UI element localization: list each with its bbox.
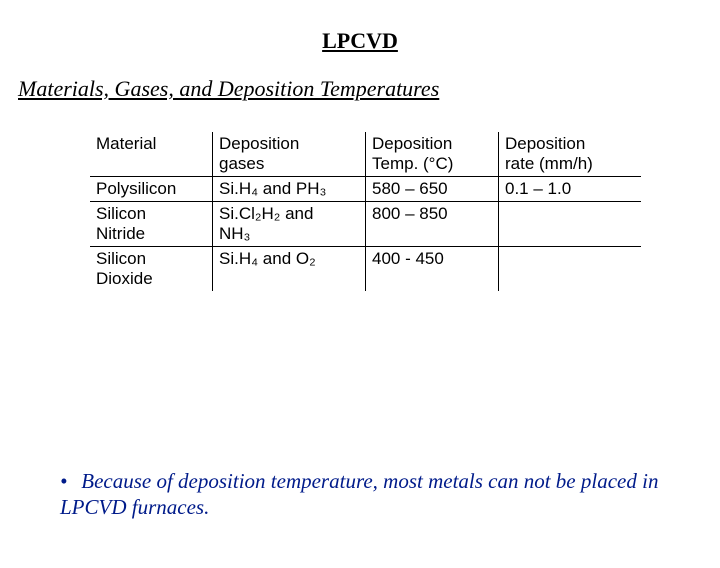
section-subtitle: Materials, Gases, and Deposition Tempera… bbox=[18, 76, 720, 102]
cell-gases: Si.H₄ and O₂ bbox=[213, 247, 366, 292]
data-table-container: Material Deposition gases Deposition Tem… bbox=[90, 132, 660, 291]
footnote: • Because of deposition temperature, mos… bbox=[60, 468, 660, 521]
header-text: Deposition bbox=[505, 134, 585, 153]
cell-text: Silicon bbox=[96, 249, 146, 268]
table-row: Polysilicon Si.H₄ and PH₃ 580 – 650 0.1 … bbox=[90, 177, 641, 202]
table-header-row: Material Deposition gases Deposition Tem… bbox=[90, 132, 641, 177]
header-text: Temp. (°C) bbox=[372, 154, 453, 173]
table-row: Silicon Nitride Si.Cl₂H₂ and NH₃ 800 – 8… bbox=[90, 202, 641, 247]
cell-text: Silicon bbox=[96, 204, 146, 223]
header-text: Deposition bbox=[219, 134, 299, 153]
col-header-gases: Deposition gases bbox=[213, 132, 366, 177]
cell-rate bbox=[499, 247, 642, 292]
table-row: Silicon Dioxide Si.H₄ and O₂ 400 - 450 bbox=[90, 247, 641, 292]
cell-temp: 580 – 650 bbox=[366, 177, 499, 202]
cell-rate bbox=[499, 202, 642, 247]
cell-gases: Si.H₄ and PH₃ bbox=[213, 177, 366, 202]
cell-text: Dioxide bbox=[96, 269, 153, 288]
header-text: Material bbox=[96, 134, 156, 153]
header-text: rate (mm/h) bbox=[505, 154, 593, 173]
cell-material: Polysilicon bbox=[90, 177, 213, 202]
page-title: LPCVD bbox=[0, 28, 720, 54]
header-text: Deposition bbox=[372, 134, 452, 153]
cell-gases: Si.Cl₂H₂ and NH₃ bbox=[213, 202, 366, 247]
header-text: gases bbox=[219, 154, 264, 173]
lpcvd-table: Material Deposition gases Deposition Tem… bbox=[90, 132, 641, 291]
bullet-icon: • bbox=[60, 468, 76, 494]
cell-temp: 400 - 450 bbox=[366, 247, 499, 292]
cell-rate: 0.1 – 1.0 bbox=[499, 177, 642, 202]
cell-temp: 800 – 850 bbox=[366, 202, 499, 247]
cell-material: Silicon Nitride bbox=[90, 202, 213, 247]
col-header-rate: Deposition rate (mm/h) bbox=[499, 132, 642, 177]
footnote-text: Because of deposition temperature, most … bbox=[60, 469, 658, 519]
col-header-temp: Deposition Temp. (°C) bbox=[366, 132, 499, 177]
cell-material: Silicon Dioxide bbox=[90, 247, 213, 292]
cell-text: NH₃ bbox=[219, 224, 250, 243]
cell-text: Nitride bbox=[96, 224, 145, 243]
col-header-material: Material bbox=[90, 132, 213, 177]
cell-text: Si.Cl₂H₂ and bbox=[219, 204, 313, 223]
